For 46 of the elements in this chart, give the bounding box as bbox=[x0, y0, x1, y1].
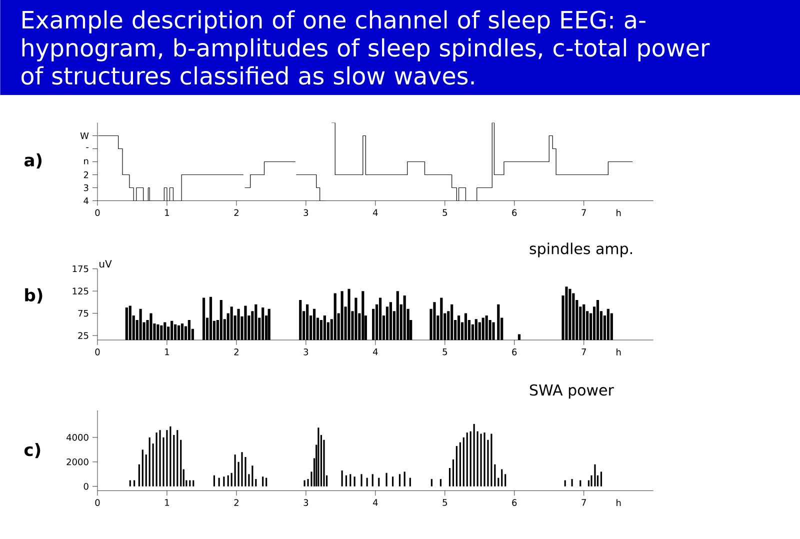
y-tick-label: 2000 bbox=[66, 458, 88, 466]
x-tick-label: 2 bbox=[234, 499, 238, 506]
x-tick-label: 7 bbox=[582, 209, 586, 216]
x-tick-label: 3 bbox=[304, 499, 308, 506]
y-tick-label: 25 bbox=[78, 332, 88, 340]
x-tick-label: 1 bbox=[165, 348, 169, 356]
chart-title: spindles amp. bbox=[530, 242, 632, 258]
x-tick-label: 2 bbox=[234, 209, 238, 216]
y-tick-label: W bbox=[80, 132, 89, 140]
x-tick-label: 5 bbox=[442, 209, 447, 216]
x-tick-label: 3 bbox=[304, 209, 308, 216]
x-tick-label: 6 bbox=[512, 348, 517, 356]
text: c) bbox=[24, 443, 40, 458]
chart-title: Example description of one channel of sleep EEG: a-hypnogram, b-amplitudes of sleep spindles, c-total power of structures classified as slow waves. bbox=[22, 10, 710, 85]
x-axis-title: h bbox=[616, 348, 621, 356]
x-tick-label: 0 bbox=[95, 348, 100, 356]
text: b) bbox=[25, 288, 42, 304]
x-tick-label: 3 bbox=[304, 348, 308, 356]
x-tick-label: 5 bbox=[442, 499, 447, 506]
x-tick-label: 6 bbox=[512, 209, 517, 216]
chart-title: SWA power bbox=[530, 384, 614, 399]
y-tick-label: 175 bbox=[72, 266, 88, 272]
x-tick-label: 4 bbox=[372, 499, 378, 506]
x-tick-label: 6 bbox=[512, 499, 517, 506]
y-tick-label: 3 bbox=[84, 184, 88, 192]
x-tick-label: 2 bbox=[234, 348, 238, 356]
x-tick-label: 1 bbox=[165, 209, 169, 216]
y-tick-label: 4 bbox=[84, 198, 88, 204]
x-tick-label: 0 bbox=[95, 209, 100, 216]
x-axis-title: h bbox=[616, 499, 621, 506]
y-tick-label: n bbox=[84, 159, 88, 164]
x-tick-label: 0 bbox=[95, 499, 100, 506]
x-axis-title: h bbox=[616, 209, 621, 216]
x-tick-label: 7 bbox=[582, 348, 586, 356]
y-tick-label: 0 bbox=[84, 483, 88, 490]
x-tick-label: 7 bbox=[582, 499, 586, 506]
y-tick-label: 2 bbox=[84, 172, 88, 178]
x-tick-label: 4 bbox=[372, 209, 378, 216]
y-tick-label: 75 bbox=[78, 310, 88, 317]
y-tick-label: 125 bbox=[72, 288, 88, 295]
y-axis-title: uV bbox=[100, 260, 112, 268]
x-tick-label: 1 bbox=[165, 499, 169, 506]
x-tick-label: 5 bbox=[442, 348, 447, 356]
x-tick-label: 4 bbox=[372, 348, 378, 356]
text: a) bbox=[24, 154, 42, 169]
y-tick-label: 4000 bbox=[66, 434, 88, 441]
